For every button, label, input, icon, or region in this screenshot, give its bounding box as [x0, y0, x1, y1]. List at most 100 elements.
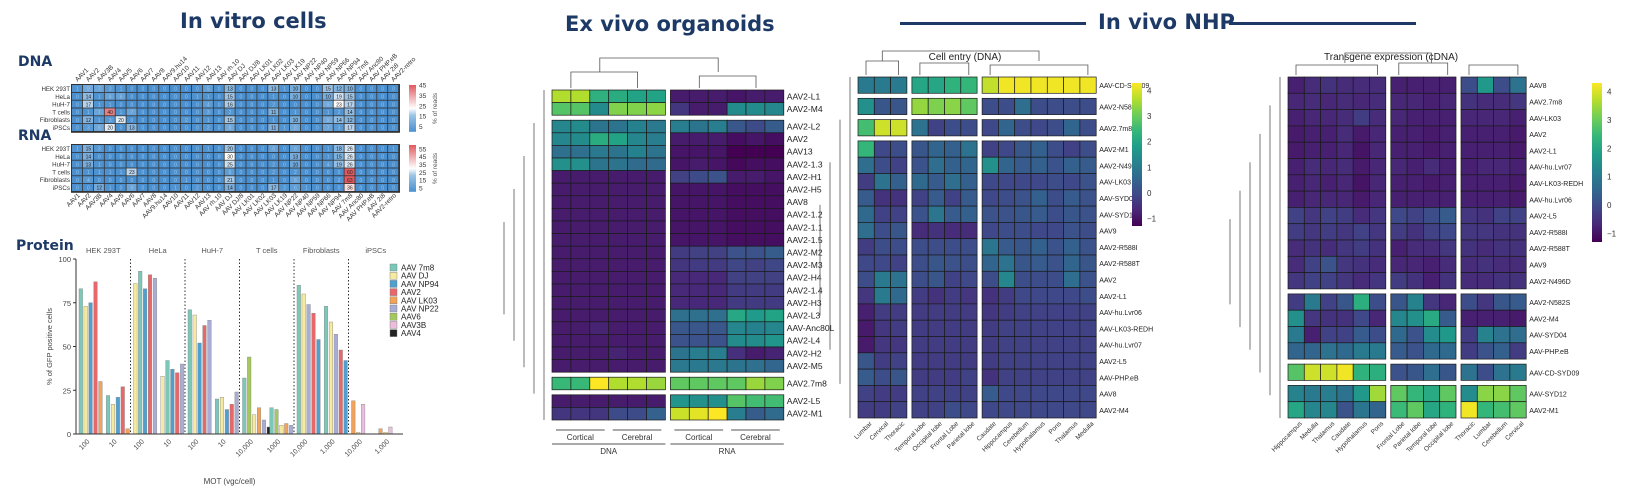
invivo-dna-cell — [960, 319, 978, 337]
invivo-cdna-cell — [1336, 125, 1354, 143]
invivo-dna-cell — [1079, 368, 1097, 386]
invivo-cdna-cell — [1406, 125, 1424, 143]
invivo-cdna-cell — [1423, 363, 1441, 381]
cdna-colorbar-tick: 4 — [1607, 88, 1612, 97]
exvivo-cell — [646, 233, 666, 247]
exvivo-cell — [764, 258, 785, 272]
invivo-dna-cell — [857, 287, 875, 305]
invitro-dna-cell-value: 1 — [272, 95, 275, 101]
invitro-dna-cell — [355, 108, 366, 116]
invitro-rna-cell-value: 1 — [98, 170, 101, 176]
chart-title: Cell entry (DNA) — [929, 52, 1002, 63]
exvivo-cell — [670, 195, 690, 209]
invivo-cdna-cell — [1493, 309, 1511, 327]
exvivo-cell — [670, 346, 690, 360]
invitro-dna-cell-value: 0 — [76, 102, 79, 108]
invitro-dna-cell-value: 0 — [305, 118, 308, 124]
bar — [247, 356, 252, 435]
invivo-dna-cell — [873, 189, 891, 207]
exvivo-cell — [707, 376, 728, 391]
exvivo-cell — [688, 208, 709, 222]
invitro-dna-cell — [148, 124, 159, 131]
invivo-cdna-cell — [1320, 401, 1338, 419]
exvivo-cell — [589, 258, 610, 272]
invivo-cdna-cell — [1352, 342, 1370, 360]
invitro-dna-cell — [300, 85, 311, 92]
exvivo-cell — [570, 145, 591, 159]
exvivo-cell — [627, 220, 647, 234]
invitro-rna-cell — [126, 160, 137, 168]
invivo-dna-cell — [1046, 238, 1064, 256]
group-label: HeLa — [149, 246, 168, 255]
invitro-rna-cell — [235, 160, 246, 168]
invitro-dna-cell-value: 0 — [120, 102, 123, 108]
invivo-cdna-cell — [1460, 125, 1478, 143]
invitro-dna-cell-value: 40 — [107, 110, 113, 116]
invitro-dna-cell-value: 2 — [229, 110, 232, 116]
bar — [138, 271, 143, 435]
invivo-cdna-cell — [1336, 207, 1354, 225]
invivo-cdna-cell — [1287, 255, 1305, 273]
invitro-rna-cell — [213, 152, 224, 160]
invitro-rna-cell-value: 0 — [163, 170, 166, 176]
invivo-cdna-row-label: AAV-LK03-REDH — [1529, 181, 1583, 188]
invivo-cdna-cell — [1493, 207, 1511, 225]
exvivo-cell — [608, 132, 628, 146]
invivo-dna-cell — [1030, 368, 1048, 386]
invivo-cdna-cell — [1509, 92, 1527, 110]
exvivo-row-label: AAV2-M3 — [787, 260, 823, 270]
invitro-dna-cell-value: 1 — [98, 102, 101, 108]
invivo-dna-cell — [944, 97, 962, 115]
invivo-cdna-cell — [1509, 326, 1527, 344]
exvivo-cell — [670, 321, 690, 335]
exvivo-cell — [688, 119, 709, 134]
invitro-rna-cell — [170, 176, 181, 184]
invitro-rna-cell — [72, 160, 83, 168]
invitro-dna-cell — [202, 92, 213, 100]
invivo-cdna-cell — [1423, 326, 1441, 344]
invivo-cdna-cell — [1406, 207, 1424, 225]
invitro-rna-cell-value: 0 — [109, 155, 112, 161]
invivo-cdna-cell — [1352, 158, 1370, 176]
invivo-dna-cell — [1063, 336, 1081, 354]
bar — [170, 369, 175, 435]
invitro-rna-cell-value: 19 — [336, 162, 342, 168]
invitro-rna-cell-value: 0 — [240, 155, 243, 161]
protein-label: Protein — [16, 238, 74, 254]
invivo-dna-cell — [944, 287, 962, 305]
exvivo-cell — [570, 346, 591, 360]
invitro-rna-cell-value: 0 — [196, 147, 199, 153]
invivo-cdna-cell — [1476, 293, 1494, 311]
invivo-cdna-cell — [1509, 207, 1527, 225]
invivo-cdna-cell — [1352, 401, 1370, 419]
invitro-rna-cell-value: 0 — [207, 162, 210, 168]
invitro-dna-cell — [170, 100, 181, 108]
invivo-cdna-cell — [1439, 272, 1457, 290]
invitro-rna-cell-value: 0 — [359, 162, 362, 168]
exvivo-cell — [627, 394, 647, 408]
invivo-cdna-cell — [1423, 190, 1441, 208]
invitro-rna-cell-value: 0 — [305, 178, 308, 184]
invivo-dna-cell — [1079, 336, 1097, 354]
invitro-dna-cell — [366, 124, 377, 131]
exvivo-cell — [570, 271, 591, 285]
invivo-cdna-cell — [1352, 326, 1370, 344]
invivo-dna-cell — [911, 368, 929, 386]
invivo-dna-cell — [1063, 238, 1081, 256]
invivo-dna-cell — [960, 140, 978, 158]
invitro-rna-cell — [170, 145, 181, 152]
invitro-rna-cell — [213, 184, 224, 191]
bar — [274, 409, 279, 435]
invitro-dna-cell-value: 0 — [294, 102, 297, 108]
invitro-dna-cell — [333, 85, 344, 92]
invivo-cdna-cell — [1460, 174, 1478, 192]
exvivo-cell — [707, 394, 728, 408]
invitro-dna-cell — [93, 116, 104, 124]
invitro-dna-cell — [235, 85, 246, 92]
invitro-rna-cell — [115, 145, 126, 152]
invivo-cdna-row-label: AAV2-M4 — [1529, 316, 1559, 323]
invitro-dna-cell-value: 0 — [131, 95, 134, 101]
exvivo-cell — [646, 407, 666, 421]
in-vivo-cdna-heatmap: Transgene expression (cDNA)AAV8AAV2.7m8A… — [1229, 52, 1617, 455]
exvivo-cell — [589, 170, 610, 184]
